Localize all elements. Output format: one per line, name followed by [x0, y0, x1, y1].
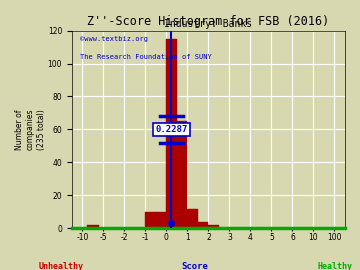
Bar: [166, 39, 177, 228]
Title: Z''-Score Histogram for FSB (2016): Z''-Score Histogram for FSB (2016): [87, 15, 329, 28]
Text: 0.2287: 0.2287: [155, 125, 187, 134]
Bar: [86, 225, 99, 228]
Bar: [208, 225, 219, 228]
Bar: [198, 222, 208, 228]
Bar: [188, 208, 198, 228]
Bar: [177, 121, 188, 228]
Text: Score: Score: [181, 262, 208, 270]
Text: Healthy: Healthy: [317, 262, 352, 270]
Bar: [145, 212, 166, 228]
Y-axis label: Number of
companies
(235 total): Number of companies (235 total): [15, 109, 46, 150]
Text: Industry: Banks: Industry: Banks: [165, 19, 252, 29]
Text: The Research Foundation of SUNY: The Research Foundation of SUNY: [80, 54, 212, 60]
Text: ©www.textbiz.org: ©www.textbiz.org: [80, 36, 148, 42]
Text: Unhealthy: Unhealthy: [39, 262, 84, 270]
